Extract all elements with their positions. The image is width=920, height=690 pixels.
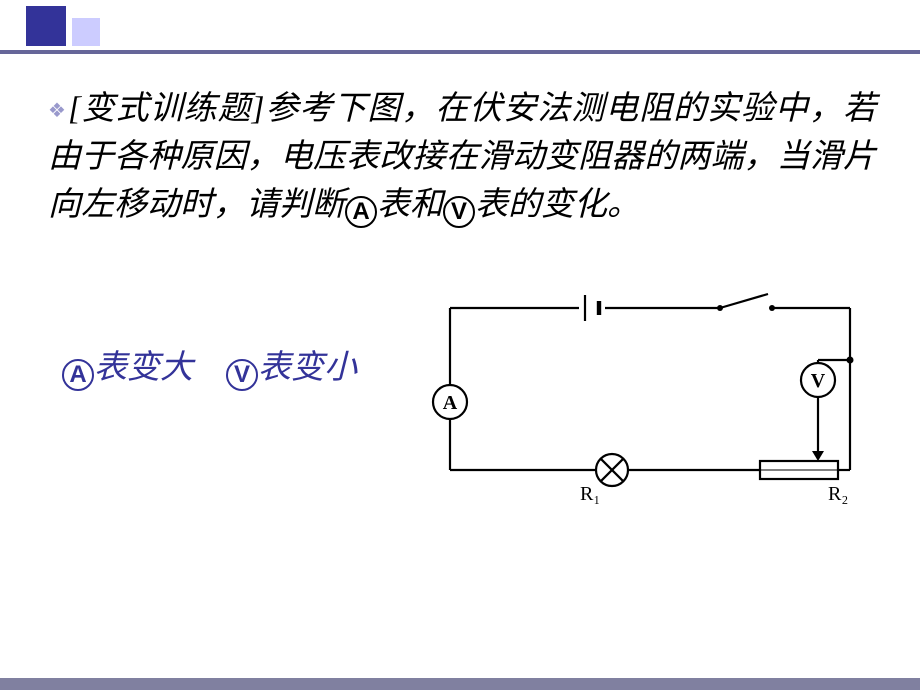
meter-a-symbol: A bbox=[345, 196, 377, 228]
answer-meter-v: V bbox=[226, 359, 258, 391]
bullet-icon: ❖ bbox=[48, 97, 66, 126]
svg-text:A: A bbox=[443, 392, 458, 414]
answer-meter-a: A bbox=[62, 359, 94, 391]
decor-square-light bbox=[72, 18, 100, 46]
meter-v-symbol: V bbox=[443, 196, 475, 228]
slide-content: ❖[变式训练题]参考下图，在伏安法测电阻的实验中，若由于各种原因，电压表改接在滑… bbox=[48, 85, 876, 230]
decor-square-dark bbox=[26, 6, 66, 46]
answer-text: A表变大 V表变小 bbox=[62, 340, 357, 391]
answer-part-a: 表变大 bbox=[94, 350, 193, 386]
answer-gap bbox=[193, 350, 226, 386]
svg-text:V: V bbox=[811, 370, 826, 392]
answer-part-v: 表变小 bbox=[258, 350, 357, 386]
question-body-2: 表的变化。 bbox=[475, 187, 640, 223]
svg-text:R₂: R₂ bbox=[828, 483, 848, 505]
question-text: ❖[变式训练题]参考下图，在伏安法测电阻的实验中，若由于各种原因，电压表改接在滑… bbox=[48, 85, 876, 230]
slide-top-decor bbox=[0, 0, 920, 58]
question-mid: 表和 bbox=[377, 187, 443, 223]
circuit-diagram: A V R₁ R₂ bbox=[420, 290, 880, 520]
svg-text:R₁: R₁ bbox=[580, 483, 600, 505]
slide-bottom-decor bbox=[0, 678, 920, 690]
question-prefix: [变式训练题] bbox=[68, 91, 265, 127]
